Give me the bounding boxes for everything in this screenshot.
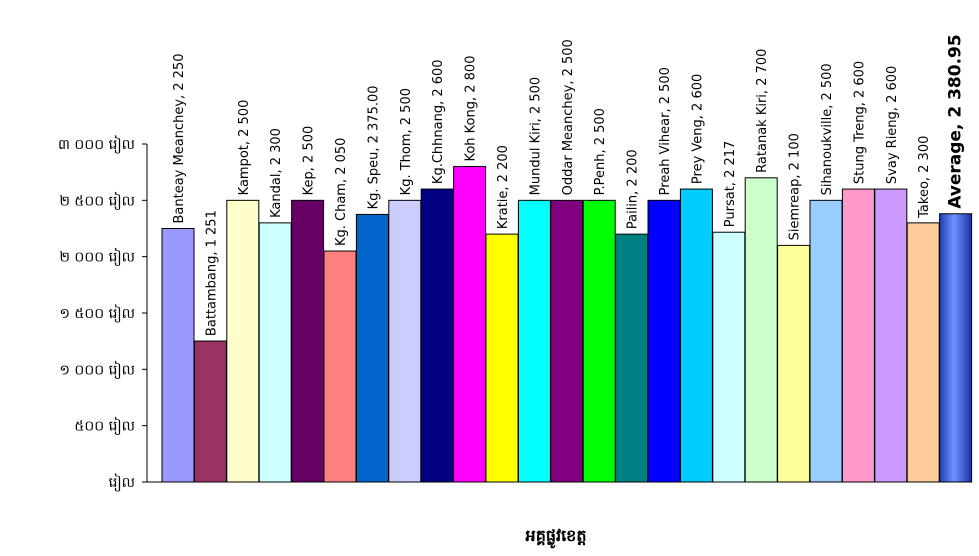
y-tick-label: ៥០០ រៀល (74, 417, 135, 436)
bar-kratie (485, 233, 519, 483)
y-tick-label: ២ ០០០ រៀល (59, 248, 135, 267)
bar-svay-rieng (874, 188, 908, 483)
bar-kandal (258, 222, 292, 483)
bar-data-label: Sihanoukville, 2 500 (820, 63, 835, 195)
bar-ratanak-kiri (744, 177, 778, 483)
bar-data-label: Kg. Cham, 2 050 (334, 138, 349, 246)
y-tick-label: ១ ៥០០ រៀល (59, 304, 135, 323)
y-tick-label: ២ ៥០០ រៀល (59, 191, 135, 210)
bar-banteay-meanchey (161, 228, 195, 483)
y-tick-label: ៣ ០០០ រៀល (58, 135, 135, 154)
bar-koh-kong (453, 166, 487, 483)
bar-sihanoukville (809, 199, 843, 483)
bar-data-label: Siemreap, 2 100 (788, 133, 803, 240)
bar-stung-treng (841, 188, 875, 483)
bar-preah-vihear (647, 199, 681, 483)
bar-data-label: Average, 2 380.95 (946, 34, 966, 208)
bar-data-label: Banteay Meanchey, 2 250 (172, 54, 187, 224)
bar-labels: Banteay Meanchey, 2 250 Battambang, 1 251… (172, 34, 966, 336)
bar-prey-veng (679, 188, 713, 483)
bar-data-label: Ratanak Kiri, 2 700 (755, 49, 770, 173)
y-ticks: រៀល ៥០០ រៀល ១ ០០០ រៀល ១ ៥០០ រៀល ២ ០០០ រៀល ២ ៥… (58, 135, 147, 492)
bar-battambang (193, 340, 227, 483)
bar-kg-chhnang (420, 188, 454, 483)
bar-kg-cham (323, 250, 357, 483)
bar-data-label: Kampot, 2 500 (237, 100, 252, 196)
bar-pailin (615, 233, 649, 483)
bar-data-label: Pursat, 2 217 (723, 141, 738, 228)
bar-oddar-meanchey (550, 199, 584, 483)
bar-kep (291, 199, 325, 483)
bar-data-label: Kg. Thom, 2 500 (399, 88, 414, 195)
bar-data-label: Pailin, 2 200 (626, 149, 641, 229)
bar-data-label: Takeo, 2 300 (917, 136, 932, 219)
bar-average (939, 213, 973, 483)
bar-data-label: Koh Kong, 2 800 (464, 56, 479, 162)
bar-data-label: P.Penh, 2 500 (593, 108, 608, 195)
x-axis-title: អគ្គផ្លូវខេត្ត (526, 526, 587, 549)
bar-takeo (906, 222, 940, 483)
bar-p-penh (582, 199, 616, 483)
bar-data-label: Kandal, 2 300 (269, 128, 284, 218)
bar-data-label: Svay Rieng, 2 600 (885, 66, 900, 184)
bar-data-label: Kg.Chhnang, 2 600 (431, 59, 446, 184)
bar-pursat (712, 231, 746, 483)
bar-data-label: Kep, 2 500 (302, 126, 317, 196)
bar-data-label: Stung Treng, 2 600 (852, 61, 867, 184)
y-tick-label: រៀល (109, 473, 135, 492)
bar-data-label: Kratie, 2 200 (496, 145, 511, 229)
bar-data-label: Preah Vihear, 2 500 (658, 67, 673, 195)
bar-kampot (226, 199, 260, 483)
bars (161, 166, 973, 483)
bar-data-label: Battambang, 1 251 (204, 210, 219, 336)
bar-data-label: Oddar Meanchey, 2 500 (561, 39, 576, 195)
bar-kg-speu (355, 213, 389, 483)
bar-data-label: Mundul Kiri, 2 500 (528, 77, 543, 196)
bar-mundul-kiri (517, 199, 551, 483)
bar-data-label: Kg. Speu, 2 375.00 (366, 85, 381, 209)
bar-data-label: Prey Veng, 2 600 (690, 74, 705, 184)
y-tick-label: ១ ០០០ រៀល (59, 360, 135, 379)
bar-kg-thom (388, 199, 422, 483)
bar-siemreap (777, 244, 811, 483)
